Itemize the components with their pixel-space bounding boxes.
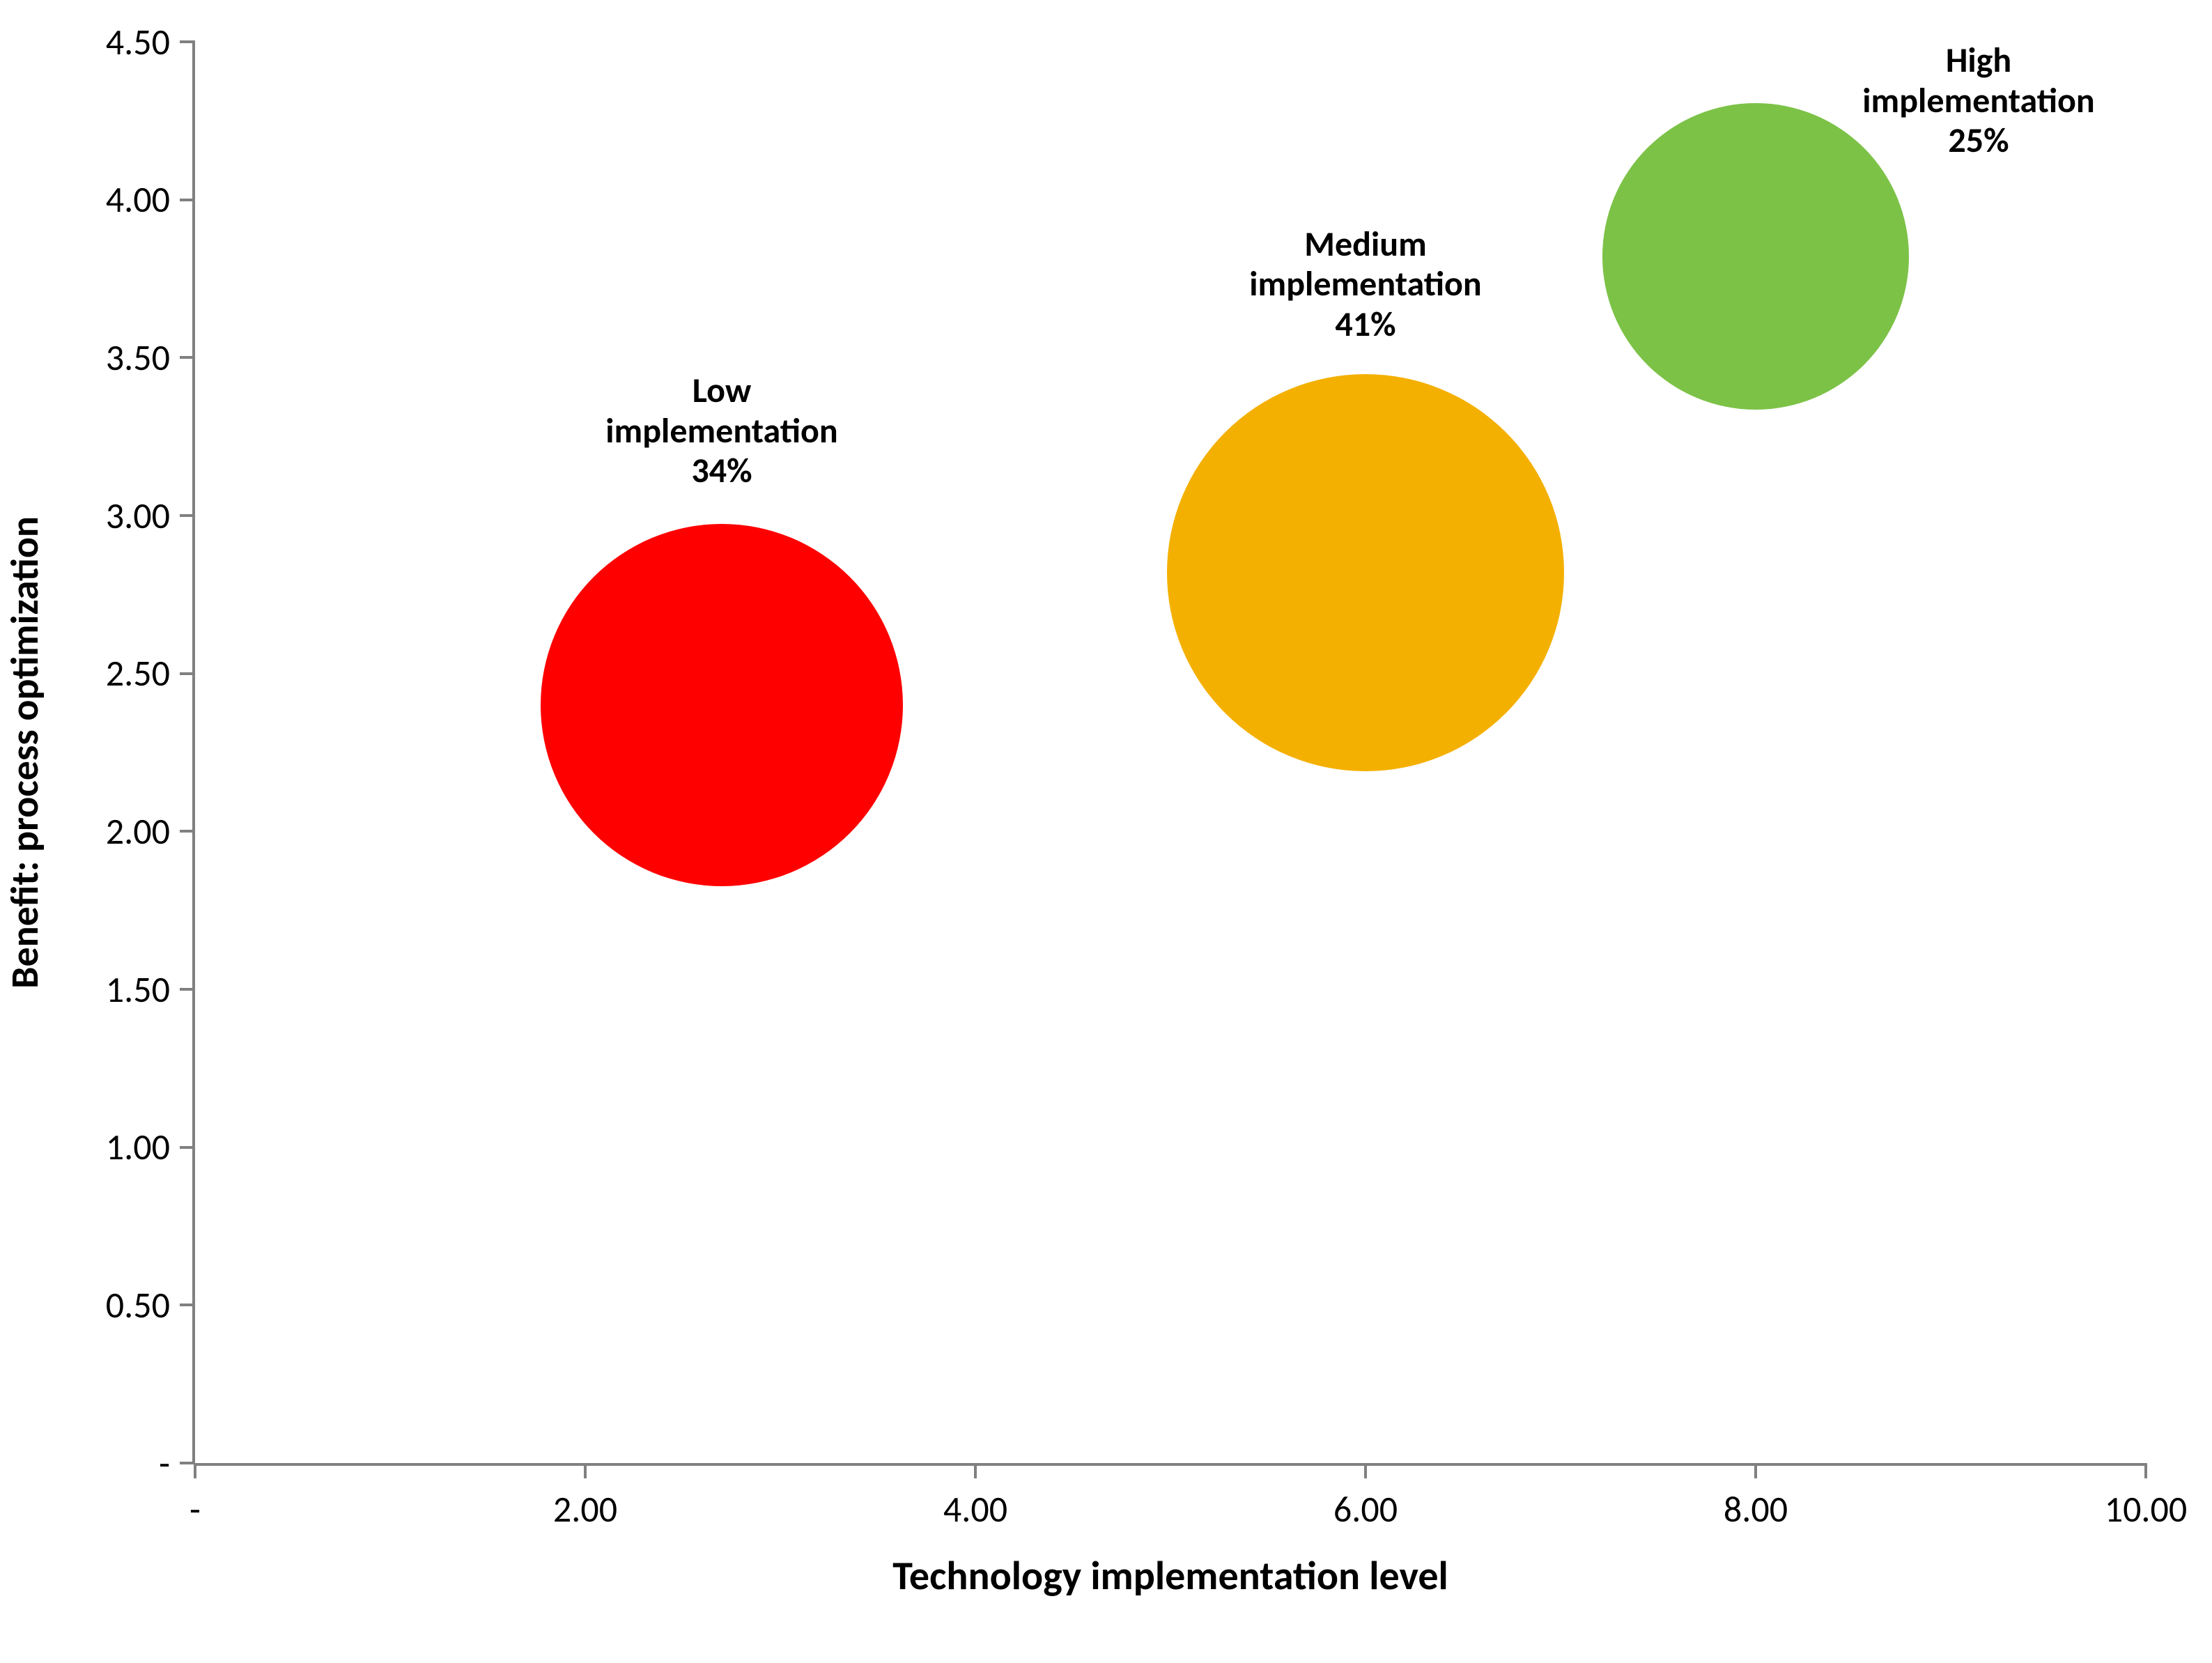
bubble-label-line: 25% [1862,121,2095,161]
x-tick-label: - [118,1487,272,1531]
x-tick-label: 4.00 [899,1487,1052,1531]
bubble-label-medium: Mediumimplementation41% [1249,224,1482,345]
x-tick [1364,1463,1367,1478]
y-tick [180,40,195,43]
y-tick-label: 2.00 [106,809,170,853]
y-tick-label: 1.00 [106,1124,170,1169]
y-tick-label: 4.50 [106,20,170,64]
y-tick [180,830,195,833]
bubble-label-line: implementation [1249,264,1482,304]
y-tick-label: 2.50 [106,651,170,695]
y-tick [180,199,195,201]
bubble-label-line: High [1862,40,2095,81]
x-tick-label: 2.00 [509,1487,662,1531]
y-tick-label: 3.00 [106,493,170,538]
x-tick [1754,1463,1757,1478]
y-tick [180,514,195,517]
bubble-label-line: 41% [1249,304,1482,345]
y-tick [180,1304,195,1306]
x-tick-label: 8.00 [1679,1487,1832,1531]
y-tick [180,356,195,359]
x-tick [2144,1463,2147,1478]
y-tick-label: 3.50 [106,335,170,380]
bubble-medium [1167,374,1564,771]
bubble-chart: - 0.50 1.00 1.50 2.00 2.50 3.00 3.50 4.00 4.50 - 2.… [0,0,2212,1663]
y-tick [180,672,195,675]
bubble-low [541,524,903,886]
bubble-label-high: Highimplementation25% [1862,40,2095,161]
x-tick [584,1463,587,1478]
x-tick [194,1463,196,1478]
x-tick-label: 6.00 [1289,1487,1442,1531]
bubble-label-low: Lowimplementation34% [605,371,838,491]
x-axis-title: Technology implementation level [195,1551,2146,1600]
y-tick-label: - [159,1441,170,1485]
y-tick [180,1146,195,1149]
y-axis-line [192,42,195,1463]
bubble-label-line: implementation [1862,81,2095,121]
y-tick [180,988,195,991]
bubble-label-line: implementation [605,411,838,451]
y-tick-label: 4.00 [106,177,170,222]
y-tick-label: 1.50 [106,967,170,1012]
bubble-label-line: Medium [1249,224,1482,265]
x-tick-label: 10.00 [2069,1487,2212,1531]
x-axis-line [195,1463,2146,1466]
y-tick-label: 0.50 [106,1283,170,1327]
y-tick [180,1462,195,1464]
bubble-label-line: Low [605,371,838,411]
bubble-label-line: 34% [605,451,838,491]
x-tick [974,1463,977,1478]
y-axis-title: Benefit: process optimization [1,42,49,1463]
